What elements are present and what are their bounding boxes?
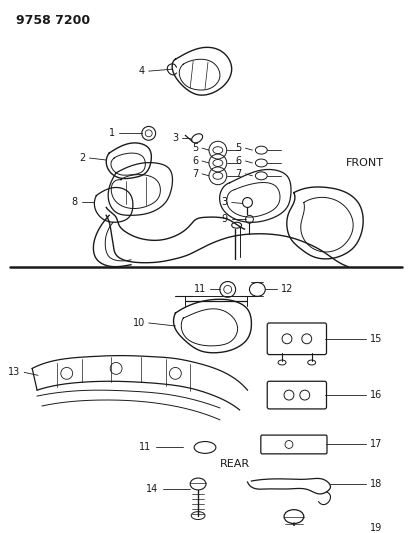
Text: 1: 1 <box>109 128 115 139</box>
Text: 3: 3 <box>172 133 178 143</box>
Text: 2: 2 <box>79 153 86 163</box>
Text: 14: 14 <box>146 484 159 494</box>
Text: 10: 10 <box>133 318 145 328</box>
Text: 9758 7200: 9758 7200 <box>16 14 91 27</box>
Text: 8: 8 <box>71 198 77 207</box>
Text: 13: 13 <box>8 367 20 377</box>
Text: 7: 7 <box>192 169 198 179</box>
Text: REAR: REAR <box>220 459 250 469</box>
Text: 3: 3 <box>222 198 228 207</box>
Text: 17: 17 <box>370 440 382 449</box>
Text: 11: 11 <box>194 285 206 294</box>
Text: 18: 18 <box>370 479 382 489</box>
Text: 7: 7 <box>235 169 241 179</box>
Text: 11: 11 <box>139 442 152 453</box>
Text: FRONT: FRONT <box>346 158 384 168</box>
Text: 12: 12 <box>281 285 293 294</box>
Text: 9: 9 <box>222 214 228 224</box>
Text: 6: 6 <box>192 156 198 166</box>
Text: 6: 6 <box>235 156 241 166</box>
Text: 4: 4 <box>138 66 145 76</box>
Text: 5: 5 <box>192 143 198 153</box>
Text: 15: 15 <box>370 334 382 344</box>
Text: 5: 5 <box>235 143 241 153</box>
Text: 19: 19 <box>370 523 382 533</box>
Text: 16: 16 <box>370 390 382 400</box>
